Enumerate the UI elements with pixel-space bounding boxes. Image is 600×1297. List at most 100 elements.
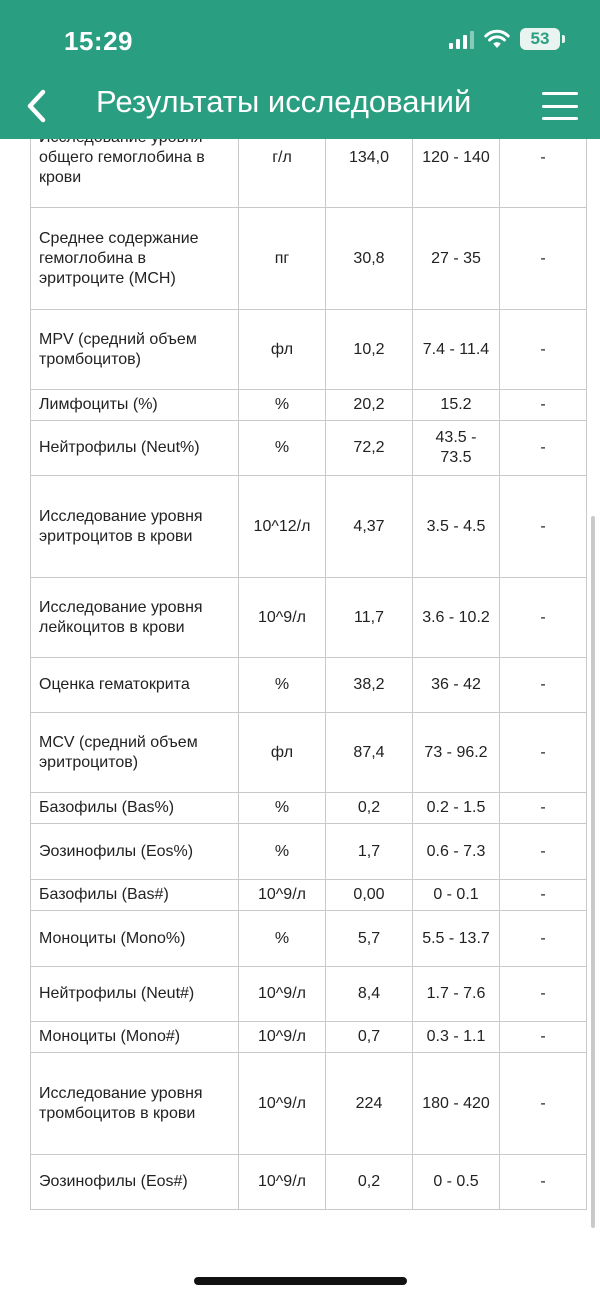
test-unit: 10^9/л [238, 879, 326, 911]
test-reference-range: 1.7 - 7.6 [412, 966, 500, 1022]
test-name: Исследование уровня лейкоцитов в крови [30, 577, 239, 658]
table-row: MPV (средний объем тромбоцитов) фл 10,2 … [30, 309, 587, 390]
test-name: Исследование уровня эритроцитов в крови [30, 475, 239, 578]
test-unit: % [238, 823, 326, 880]
test-flag: - [499, 207, 587, 310]
test-unit: 10^9/л [238, 1154, 326, 1210]
test-value: 5,7 [325, 910, 413, 967]
test-unit: % [238, 420, 326, 476]
test-reference-range: 5.5 - 13.7 [412, 910, 500, 967]
back-button[interactable] [18, 82, 58, 130]
test-flag: - [499, 1021, 587, 1053]
test-reference-range: 180 - 420 [412, 1052, 500, 1155]
battery-level: 53 [530, 29, 550, 48]
test-flag: - [499, 910, 587, 967]
table-row: Оценка гематокрита % 38,2 36 - 42 - [30, 657, 587, 713]
test-name: MCV (средний объем эритроцитов) [30, 712, 239, 793]
table-row: Нейтрофилы (Neut%) % 72,2 43.5 - 73.5 - [30, 420, 587, 476]
table-row: Базофилы (Bas%) % 0,2 0.2 - 1.5 - [30, 792, 587, 824]
test-unit: % [238, 389, 326, 421]
test-reference-range: 0.6 - 7.3 [412, 823, 500, 880]
status-icons: 53 [449, 28, 565, 50]
test-name: Моноциты (Mono#) [30, 1021, 239, 1053]
test-unit: 10^12/л [238, 475, 326, 578]
table-row: Базофилы (Bas#) 10^9/л 0,00 0 - 0.1 - [30, 879, 587, 911]
test-value: 1,7 [325, 823, 413, 880]
test-name: Исследование уровня тромбоцитов в крови [30, 1052, 239, 1155]
table-row: Эозинофилы (Eos%) % 1,7 0.6 - 7.3 - [30, 823, 587, 880]
test-reference-range: 73 - 96.2 [412, 712, 500, 793]
test-flag: - [499, 420, 587, 476]
test-name: Эозинофилы (Eos%) [30, 823, 239, 880]
test-flag: - [499, 309, 587, 390]
table-row: Исследование уровня лейкоцитов в крови 1… [30, 577, 587, 658]
test-value: 8,4 [325, 966, 413, 1022]
test-unit: пг [238, 207, 326, 310]
test-reference-range: 0 - 0.1 [412, 879, 500, 911]
test-flag: - [499, 1052, 587, 1155]
test-name: Среднее содержание гемоглобина в эритроц… [30, 207, 239, 310]
test-unit: 10^9/л [238, 1021, 326, 1053]
test-name: MPV (средний объем тромбоцитов) [30, 309, 239, 390]
table-row: Среднее содержание гемоглобина в эритроц… [30, 207, 587, 310]
test-flag: - [499, 475, 587, 578]
test-reference-range: 15.2 [412, 389, 500, 421]
test-flag: - [499, 577, 587, 658]
test-reference-range: 36 - 42 [412, 657, 500, 713]
test-name: Базофилы (Bas%) [30, 792, 239, 824]
test-reference-range: 7.4 - 11.4 [412, 309, 500, 390]
test-value: 38,2 [325, 657, 413, 713]
test-unit: 10^9/л [238, 577, 326, 658]
test-flag: - [499, 792, 587, 824]
test-flag: - [499, 712, 587, 793]
hamburger-menu-icon[interactable] [542, 92, 578, 120]
test-flag: - [499, 657, 587, 713]
page-title: Результаты исследований [96, 84, 472, 119]
test-reference-range: 3.6 - 10.2 [412, 577, 500, 658]
test-name: Оценка гематокрита [30, 657, 239, 713]
test-value: 224 [325, 1052, 413, 1155]
test-flag: - [499, 823, 587, 880]
test-name: Нейтрофилы (Neut%) [30, 420, 239, 476]
table-row: Исследование уровня тромбоцитов в крови … [30, 1052, 587, 1155]
table-row: Исследование уровня эритроцитов в крови … [30, 475, 587, 578]
test-unit: % [238, 792, 326, 824]
test-reference-range: 0 - 0.5 [412, 1154, 500, 1210]
test-unit: фл [238, 712, 326, 793]
test-flag: - [499, 879, 587, 911]
table-row: Моноциты (Mono%) % 5,7 5.5 - 13.7 - [30, 910, 587, 967]
test-value: 0,2 [325, 792, 413, 824]
test-value: 0,2 [325, 1154, 413, 1210]
test-name: Моноциты (Mono%) [30, 910, 239, 967]
test-name: Лимфоциты (%) [30, 389, 239, 421]
test-value: 0,7 [325, 1021, 413, 1053]
wifi-icon [484, 29, 510, 48]
test-value: 30,8 [325, 207, 413, 310]
cellular-signal-icon [449, 29, 474, 49]
test-value: 0,00 [325, 879, 413, 911]
test-value: 4,37 [325, 475, 413, 578]
test-name: Эозинофилы (Eos#) [30, 1154, 239, 1210]
test-reference-range: 27 - 35 [412, 207, 500, 310]
chevron-left-icon [27, 89, 46, 123]
table-row: Моноциты (Mono#) 10^9/л 0,7 0.3 - 1.1 - [30, 1021, 587, 1053]
test-unit: 10^9/л [238, 1052, 326, 1155]
test-value: 11,7 [325, 577, 413, 658]
battery-icon: 53 [520, 28, 565, 50]
status-time: 15:29 [64, 26, 133, 56]
home-indicator[interactable] [194, 1277, 407, 1285]
test-unit: % [238, 910, 326, 967]
test-unit: фл [238, 309, 326, 390]
app-header: 15:29 53 Результаты исследований [0, 0, 600, 139]
test-name: Базофилы (Bas#) [30, 879, 239, 911]
test-value: 72,2 [325, 420, 413, 476]
test-value: 10,2 [325, 309, 413, 390]
test-reference-range: 0.3 - 1.1 [412, 1021, 500, 1053]
table-row: Нейтрофилы (Neut#) 10^9/л 8,4 1.7 - 7.6 … [30, 966, 587, 1022]
table-row: MCV (средний объем эритроцитов) фл 87,4 … [30, 712, 587, 793]
vertical-scrollbar[interactable] [591, 516, 595, 1228]
test-reference-range: 0.2 - 1.5 [412, 792, 500, 824]
test-value: 20,2 [325, 389, 413, 421]
test-value: 87,4 [325, 712, 413, 793]
